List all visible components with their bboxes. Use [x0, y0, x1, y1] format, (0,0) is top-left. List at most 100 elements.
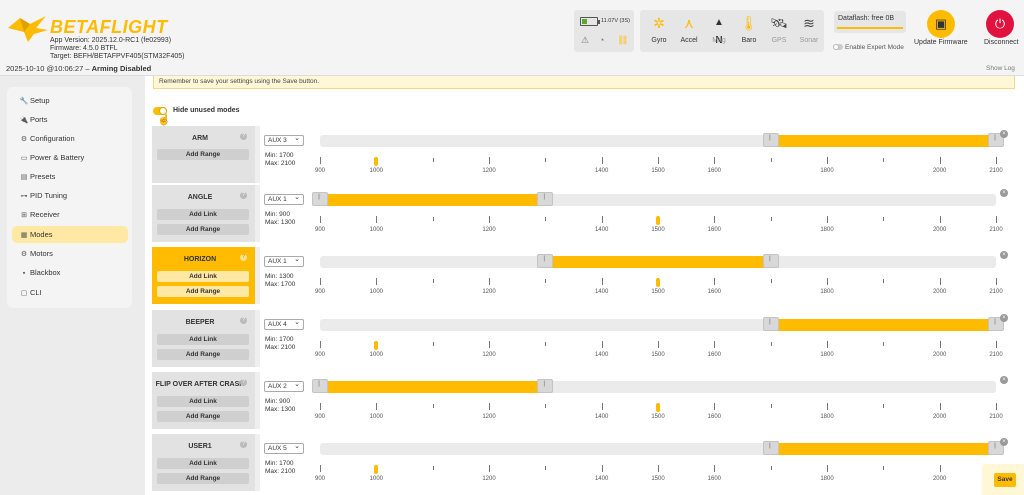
- scale-tick: [939, 403, 941, 410]
- range-min-handle[interactable]: [537, 254, 554, 268]
- add-range-button[interactable]: Add Range: [157, 149, 249, 160]
- add-range-button[interactable]: Add Range: [157, 349, 249, 360]
- add-range-button[interactable]: Add Range: [157, 473, 249, 484]
- sidebar-item-configuration[interactable]: ⚙ Configuration: [12, 130, 128, 147]
- update-firmware-label[interactable]: Update Firmware: [914, 39, 968, 46]
- range-min-handle[interactable]: [762, 133, 779, 147]
- scale-tick: [320, 465, 321, 472]
- range-max-handle[interactable]: [762, 254, 779, 268]
- help-icon[interactable]: ?: [240, 254, 247, 261]
- add-link-button[interactable]: Add Link: [157, 458, 249, 469]
- remove-range-icon[interactable]: ×: [1000, 130, 1008, 138]
- disconnect-button[interactable]: ⏻: [986, 10, 1014, 38]
- mode-name: BEEPER: [185, 319, 215, 326]
- scale-tick: [545, 404, 547, 408]
- scale-tick: [432, 404, 434, 408]
- add-link-button[interactable]: Add Link: [157, 396, 249, 407]
- save-button[interactable]: Save: [994, 473, 1016, 487]
- hide-unused-toggle[interactable]: [153, 107, 167, 115]
- scale-tick: [432, 217, 434, 221]
- scale-label: 1400: [594, 227, 609, 233]
- mode-name: USER1: [188, 443, 212, 450]
- arming-status: Arming Disabled: [91, 64, 152, 73]
- range-max-handle[interactable]: [537, 192, 554, 206]
- scale-tick: [939, 278, 941, 285]
- range-fill: [320, 381, 546, 393]
- remove-range-icon[interactable]: ×: [1000, 376, 1008, 384]
- aux-channel-select[interactable]: AUX 4: [264, 318, 304, 330]
- scale-tick: [320, 278, 321, 285]
- remove-range-icon[interactable]: ×: [1000, 251, 1008, 259]
- help-icon[interactable]: ?: [240, 133, 247, 140]
- scale-tick: [770, 342, 772, 346]
- scale-label: 1800: [820, 168, 834, 174]
- remove-range-icon[interactable]: ×: [1000, 189, 1008, 197]
- sidebar-item-pid-tuning[interactable]: ⊶ PID Tuning: [12, 187, 128, 204]
- range-max: Max: 1300: [265, 406, 296, 413]
- sidebar-item-ports[interactable]: 🔌 Ports: [12, 111, 128, 128]
- range-area: AUX 5 Min: 1700 Max: 2100 900 1000 1200 140…: [260, 434, 1012, 491]
- add-link-button[interactable]: Add Link: [157, 334, 249, 345]
- usb-icon: ⏻: [994, 16, 1006, 31]
- aux-channel-select[interactable]: AUX 2: [264, 380, 304, 392]
- scale-label: 1200: [482, 476, 496, 482]
- range-min-handle[interactable]: [312, 192, 328, 206]
- disconnect-label[interactable]: Disconnect: [984, 39, 1019, 46]
- aux-channel-select[interactable]: AUX 1: [264, 255, 304, 267]
- scale-tick: [939, 465, 941, 472]
- sidebar-item-receiver[interactable]: ⊞ Receiver: [12, 206, 128, 223]
- add-range-button[interactable]: Add Range: [157, 286, 249, 297]
- show-log-link[interactable]: Show Log: [986, 65, 1015, 72]
- toggle-switch[interactable]: [833, 44, 843, 51]
- mouse-pointer-icon: ☝: [157, 114, 171, 126]
- sidebar-item-modes[interactable]: ▦ Modes: [12, 226, 128, 243]
- help-icon[interactable]: ?: [240, 192, 247, 199]
- sidebar-item-setup[interactable]: 🔧 Setup: [12, 92, 128, 109]
- scale-tick: [883, 158, 885, 162]
- warning-icon: ⚠: [581, 35, 590, 45]
- add-link-button[interactable]: Add Link: [157, 271, 249, 282]
- sidebar-item-power-battery[interactable]: ▭ Power & Battery: [12, 149, 128, 166]
- range-max-handle[interactable]: [537, 379, 554, 393]
- sidebar-item-presets[interactable]: ▤ Presets: [12, 168, 128, 185]
- range-area: AUX 4 Min: 1700 Max: 2100 900 1000 1200 140…: [260, 310, 1012, 367]
- range-area: AUX 1 Min: 900 Max: 1300 900 1000 1200 1400…: [260, 185, 1012, 242]
- remove-range-icon[interactable]: ×: [1000, 438, 1008, 446]
- scale-label: 1800: [820, 352, 834, 358]
- scale-tick: [883, 342, 885, 346]
- scale-tick: [770, 217, 772, 221]
- expert-mode-toggle[interactable]: Enable Expert Mode: [833, 44, 904, 51]
- sidebar-item-blackbox[interactable]: ▪ Blackbox: [12, 264, 128, 281]
- range-min-handle[interactable]: [312, 379, 328, 393]
- help-icon[interactable]: ?: [240, 441, 247, 448]
- sidebar-item-motors[interactable]: ⚙ Motors: [12, 245, 128, 262]
- scale-label: 900: [314, 289, 325, 295]
- scale-tick: [601, 278, 603, 285]
- scale-label: 1600: [707, 289, 721, 295]
- scale-tick: [996, 403, 997, 410]
- range-min-handle[interactable]: [762, 441, 779, 455]
- sensor-accel: ⋏ Accel: [674, 10, 704, 52]
- scale-tick: [320, 341, 321, 348]
- sidebar-item-cli[interactable]: ▢ CLI: [12, 284, 128, 301]
- scale-tick: [601, 157, 603, 164]
- aux-channel-select[interactable]: AUX 3: [264, 134, 304, 146]
- range-max: Max: 1700: [265, 281, 296, 288]
- add-range-button[interactable]: Add Range: [157, 411, 249, 422]
- app-version: App Version: 2025.12.0-RC1 (fe02993): [50, 37, 172, 44]
- add-link-button[interactable]: Add Link: [157, 209, 249, 220]
- scale-label: 1000: [369, 476, 383, 482]
- scale-tick: [827, 216, 828, 223]
- help-icon[interactable]: ?: [240, 379, 247, 386]
- aux-channel-select[interactable]: AUX 5: [264, 442, 304, 454]
- scale-tick: [996, 216, 997, 223]
- aux-channel-select[interactable]: AUX 1: [264, 193, 304, 205]
- remove-range-icon[interactable]: ×: [1000, 314, 1008, 322]
- scale-tick: [827, 465, 828, 472]
- gear-icon: ⚙: [20, 136, 28, 143]
- range-min-handle[interactable]: [762, 317, 779, 331]
- help-icon[interactable]: ?: [240, 317, 247, 324]
- add-range-button[interactable]: Add Range: [157, 224, 249, 235]
- update-firmware-button[interactable]: ▣: [927, 10, 955, 38]
- scale-tick: [883, 279, 885, 283]
